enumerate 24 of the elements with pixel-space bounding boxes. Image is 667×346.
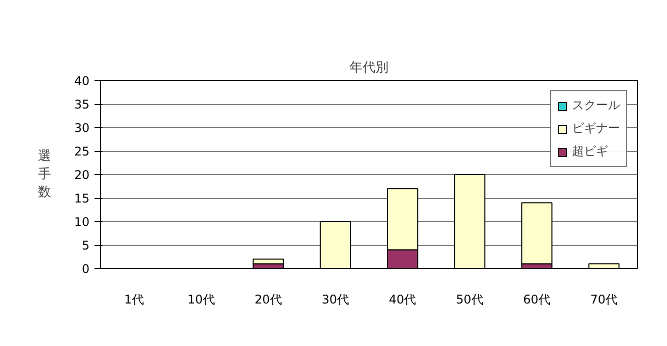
legend-label: 超ビギ <box>572 143 608 160</box>
x-tick-label: 10代 <box>188 292 215 306</box>
bar <box>521 202 552 264</box>
x-tick-label: 20代 <box>254 292 282 306</box>
x-tick-label: 30代 <box>322 292 350 306</box>
y-tick-label: 20 <box>74 168 90 182</box>
x-tick-label: 1代 <box>124 292 144 306</box>
y-tick-label: 15 <box>74 192 90 206</box>
y-tick-label: 25 <box>74 144 90 158</box>
y-tick-label: 5 <box>82 238 90 252</box>
y-tick-label: 35 <box>74 98 90 112</box>
x-tick-label: 50代 <box>456 292 484 306</box>
y-tick-label: 30 <box>74 121 90 135</box>
x-tick-label: 70代 <box>590 292 618 306</box>
x-tick-label: 40代 <box>388 292 416 306</box>
legend-label: ビギナー <box>572 120 620 137</box>
bar <box>252 258 284 264</box>
y-axis-title: 選手数 <box>38 149 52 200</box>
x-tick-label: 60代 <box>523 292 550 306</box>
legend-label: スクール <box>572 97 620 114</box>
y-tick-label: 0 <box>82 262 90 276</box>
y-tick-label: 40 <box>74 74 90 88</box>
chart-title: 年代別 <box>350 60 388 76</box>
y-tick-label: 10 <box>74 215 90 229</box>
